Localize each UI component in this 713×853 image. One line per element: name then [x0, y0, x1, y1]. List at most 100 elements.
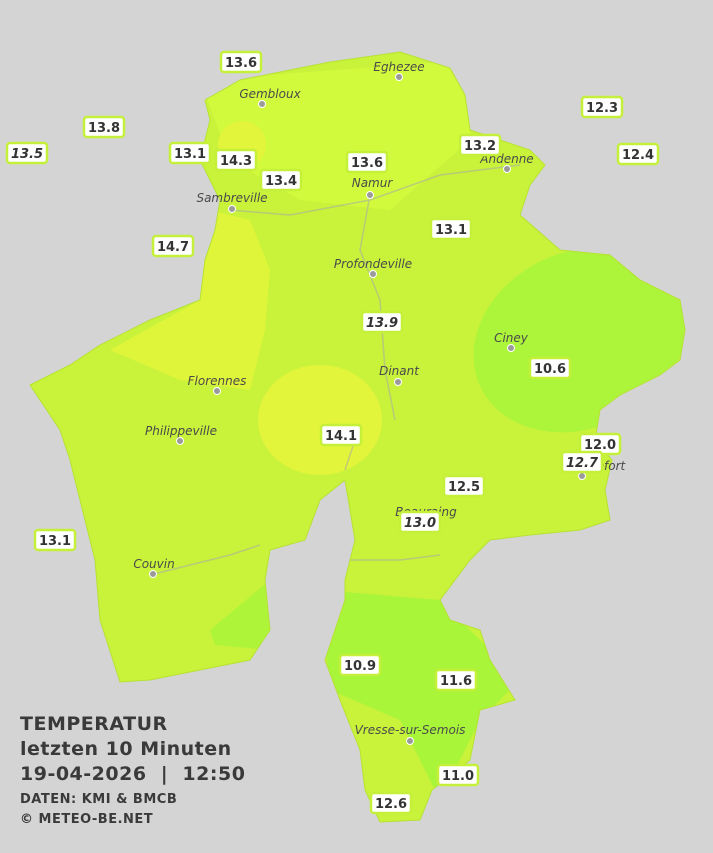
station-box [442, 474, 486, 498]
city-dot [369, 270, 377, 278]
station-box [259, 168, 303, 192]
station-box [580, 95, 624, 119]
city-label: Ciney [494, 331, 529, 345]
city-dot [578, 472, 586, 480]
station-value: 13.6 [351, 156, 383, 171]
city-dot [394, 378, 402, 386]
station: 12.4 [616, 142, 660, 166]
station-box [616, 142, 660, 166]
station-value: 14.7 [157, 240, 189, 255]
station-value: 11.0 [442, 769, 474, 784]
station: 12.3 [580, 95, 624, 119]
station-value: 13.5 [11, 147, 43, 162]
station: 14.3 [214, 148, 258, 172]
station-value: 11.6 [440, 674, 472, 689]
station-value: 13.4 [265, 174, 297, 189]
station-value: 13.1 [174, 147, 206, 162]
station-box [33, 528, 77, 552]
station: 11.0 [436, 763, 480, 787]
city-label: Eghezee [373, 60, 424, 74]
station-value: 10.9 [344, 659, 376, 674]
station: 13.0 [398, 510, 442, 534]
cities: EghezeeGemblouxAndenneNamurSambrevillePr… [133, 60, 627, 745]
city-dot [258, 100, 266, 108]
city-dot [503, 165, 511, 173]
station-value: 13.1 [435, 223, 467, 238]
station-box [528, 356, 572, 380]
station-value: 14.3 [220, 154, 252, 169]
city-dot [228, 205, 236, 213]
city-label: Profondeville [334, 257, 412, 271]
station-value: 13.9 [366, 316, 398, 331]
station: 10.9 [338, 653, 382, 677]
city-dot [366, 191, 374, 199]
station-box [369, 791, 413, 815]
city-label: Dinant [379, 364, 420, 378]
station-box [560, 450, 604, 474]
caption-title: TEMPERATUR [20, 713, 168, 735]
station-box [398, 510, 442, 534]
station-value: 12.4 [622, 148, 654, 163]
caption: TEMPERATUR letzten 10 Minuten 19-04-2026… [20, 713, 245, 827]
station-box [338, 653, 382, 677]
station-value: 12.5 [448, 480, 480, 495]
city-dot [213, 387, 221, 395]
city-label: Couvin [133, 557, 174, 571]
city-label: Philippeville [145, 424, 217, 438]
station: 13.8 [82, 115, 126, 139]
station: 13.9 [360, 310, 404, 334]
station-box [319, 423, 363, 447]
caption-copyright: © METEO-BE.NET [20, 812, 153, 827]
station: 12.5 [442, 474, 486, 498]
station: 13.2 [458, 133, 502, 157]
city-label: Vresse-sur-Semois [355, 723, 466, 737]
station-box [214, 148, 258, 172]
station-value: 13.2 [464, 139, 496, 154]
station-box [345, 150, 389, 174]
station-value: 12.0 [584, 438, 616, 453]
station-box [5, 141, 49, 165]
station: 13.5 [5, 141, 49, 165]
caption-period: letzten 10 Minuten [20, 738, 232, 760]
caption-source: DATEN: KMI & BMCB [20, 792, 177, 807]
station: 13.6 [345, 150, 389, 174]
station-value: 13.8 [88, 121, 120, 136]
station: 11.6 [434, 668, 478, 692]
caption-datetime: 19-04-2026 | 12:50 [20, 763, 245, 785]
station: 13.1 [168, 141, 212, 165]
station: 13.1 [429, 217, 473, 241]
stations: 13.6 13.8 13.5 13.1 14.3 13.4 13.6 13.2 12.3 12.4… [5, 50, 660, 815]
station: 13.4 [259, 168, 303, 192]
station-value: 10.6 [534, 362, 566, 377]
station-value: 12.6 [375, 797, 407, 812]
station-box [219, 50, 263, 74]
station: 13.6 [219, 50, 263, 74]
station: 14.7 [151, 234, 195, 258]
city-dot [149, 570, 157, 578]
city-label: Florennes [188, 374, 247, 388]
station-box [168, 141, 212, 165]
station: 10.6 [528, 356, 572, 380]
station-value: 12.3 [586, 101, 618, 116]
station-box [429, 217, 473, 241]
city-dot [395, 73, 403, 81]
station: 12.6 [369, 791, 413, 815]
station-box [436, 763, 480, 787]
city-dot [507, 344, 515, 352]
city-label: Sambreville [196, 191, 267, 205]
station-box [82, 115, 126, 139]
station-value: 13.6 [225, 56, 257, 71]
station-value: 13.0 [404, 516, 436, 531]
station: 12.7 [560, 450, 604, 474]
station-value: 13.1 [39, 534, 71, 549]
city-label: Gembloux [239, 87, 301, 101]
station-value: 12.7 [566, 456, 599, 471]
station: 13.1 [33, 528, 77, 552]
station: 14.1 [319, 423, 363, 447]
city-dot [176, 437, 184, 445]
city-dot [406, 737, 414, 745]
station-value: 14.1 [325, 429, 357, 444]
station-box [458, 133, 502, 157]
station-box [151, 234, 195, 258]
